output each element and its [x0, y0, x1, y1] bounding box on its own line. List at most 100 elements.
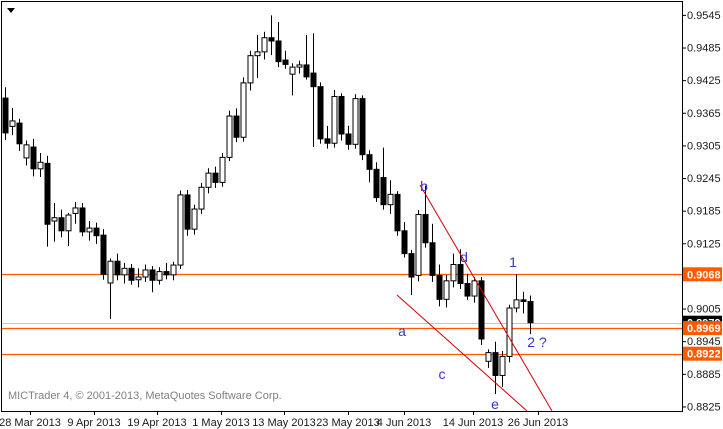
candle-body	[457, 264, 464, 285]
y-tick-label: 0.9185	[687, 206, 721, 218]
candle-body	[23, 144, 30, 159]
candle-body	[289, 66, 296, 75]
candle-body	[51, 217, 58, 222]
x-tick-label: 23 May 2013	[316, 417, 380, 429]
candle-body	[513, 299, 520, 309]
candle-body	[142, 269, 149, 278]
hline-label-box-0.8969[interactable]	[683, 321, 722, 336]
candle-body	[520, 299, 527, 302]
candle-body	[471, 280, 478, 297]
candle-body	[387, 193, 394, 206]
candle-body	[527, 300, 534, 324]
y-tick-label: 0.9005	[687, 304, 721, 316]
candle-body	[16, 122, 23, 145]
candle-body	[233, 115, 240, 138]
annotation-b[interactable]: b	[420, 178, 428, 194]
candle-body	[9, 120, 16, 127]
candle-body	[338, 95, 345, 135]
x-tick-label: 9 Apr 2013	[67, 417, 120, 429]
annotation-a[interactable]: a	[398, 323, 406, 339]
candle-body	[135, 276, 142, 281]
candle-body	[282, 59, 289, 65]
y-tick-label: 0.8945	[687, 336, 721, 348]
candle-body	[394, 193, 401, 232]
candle-body	[359, 98, 366, 156]
candle-body	[191, 208, 198, 230]
y-tick-label: 0.8825	[687, 401, 721, 413]
y-tick-label: 0.9545	[687, 10, 721, 22]
annotation-1[interactable]: 1	[509, 254, 517, 270]
y-tick-label: 0.9425	[687, 75, 721, 87]
candle-body	[44, 162, 51, 225]
candle-body	[30, 146, 37, 170]
candle-body	[506, 307, 513, 357]
candles-layer	[2, 15, 534, 394]
annotation-2?[interactable]: 2 ?	[527, 334, 547, 350]
candle-body	[485, 352, 492, 362]
candle-body	[331, 95, 338, 144]
hline-label-0.8922: 0.8922	[687, 349, 721, 361]
candle-body	[198, 186, 205, 210]
trend-lines-layer	[396, 184, 553, 412]
candle-body	[268, 37, 275, 42]
candle-body	[366, 154, 373, 170]
candle-body	[373, 168, 380, 199]
x-tick-label: 28 Mar 2013	[0, 417, 61, 429]
candle-body	[443, 280, 450, 300]
hline-label-0.9068: 0.9068	[687, 269, 721, 281]
candle-body	[226, 115, 233, 158]
candle-body	[415, 213, 422, 276]
x-tick-label: 1 May 2013	[192, 417, 249, 429]
candle-body	[478, 280, 485, 340]
candle-body	[156, 271, 163, 281]
candle-body	[107, 260, 114, 284]
y-tick-label: 0.9305	[687, 140, 721, 152]
candle-body	[58, 217, 65, 232]
candle-body	[324, 138, 331, 144]
candle-body	[345, 133, 352, 145]
candle-body	[79, 207, 86, 233]
candle-body	[464, 283, 471, 297]
annotation-c[interactable]: c	[439, 366, 446, 382]
candle-body	[212, 172, 219, 183]
candle-body	[240, 82, 247, 138]
x-tick-label: 4 Jun 2013	[377, 417, 431, 429]
candle-body	[177, 194, 184, 266]
candle-body	[499, 355, 506, 376]
candle-body	[261, 37, 268, 53]
candle-body	[380, 176, 387, 206]
trend-line-wedge-lower[interactable]	[396, 294, 528, 412]
candle-body	[128, 267, 135, 281]
candle-body	[422, 213, 429, 244]
trend-line-wedge-upper[interactable]	[419, 184, 553, 412]
candle-body	[100, 234, 107, 275]
candle-body	[429, 242, 436, 276]
object-marker-icon[interactable]	[7, 8, 15, 13]
hline-label-box-0.9068[interactable]	[683, 267, 722, 282]
annotation-e[interactable]: e	[491, 396, 499, 412]
hline-label-box-0.8922[interactable]	[683, 346, 722, 361]
copyright-text: MICTrader 4, © 2001-2013, MetaQuotes Sof…	[8, 390, 282, 402]
candle-body	[2, 97, 9, 134]
candle-body	[170, 264, 177, 276]
candle-body	[492, 352, 499, 376]
candle-body	[247, 55, 254, 84]
candle-body	[72, 207, 79, 214]
candle-body	[114, 260, 121, 276]
candle-body	[310, 72, 317, 88]
x-tick-label: 13 May 2013	[252, 417, 316, 429]
candle-body	[219, 156, 226, 183]
candle-body	[317, 86, 324, 140]
plot-area[interactable]	[1, 1, 683, 412]
annotation-d[interactable]: d	[460, 249, 468, 265]
candle-body	[436, 274, 443, 300]
x-tick-label: 26 Jun 2013	[508, 417, 569, 429]
candle-body	[254, 51, 261, 57]
y-tick-label: 0.9245	[687, 173, 721, 185]
x-tick-label: 19 Apr 2013	[127, 417, 186, 429]
candle-body	[93, 227, 100, 237]
candle-body	[408, 253, 415, 278]
y-tick-label: 0.9485	[687, 43, 721, 55]
